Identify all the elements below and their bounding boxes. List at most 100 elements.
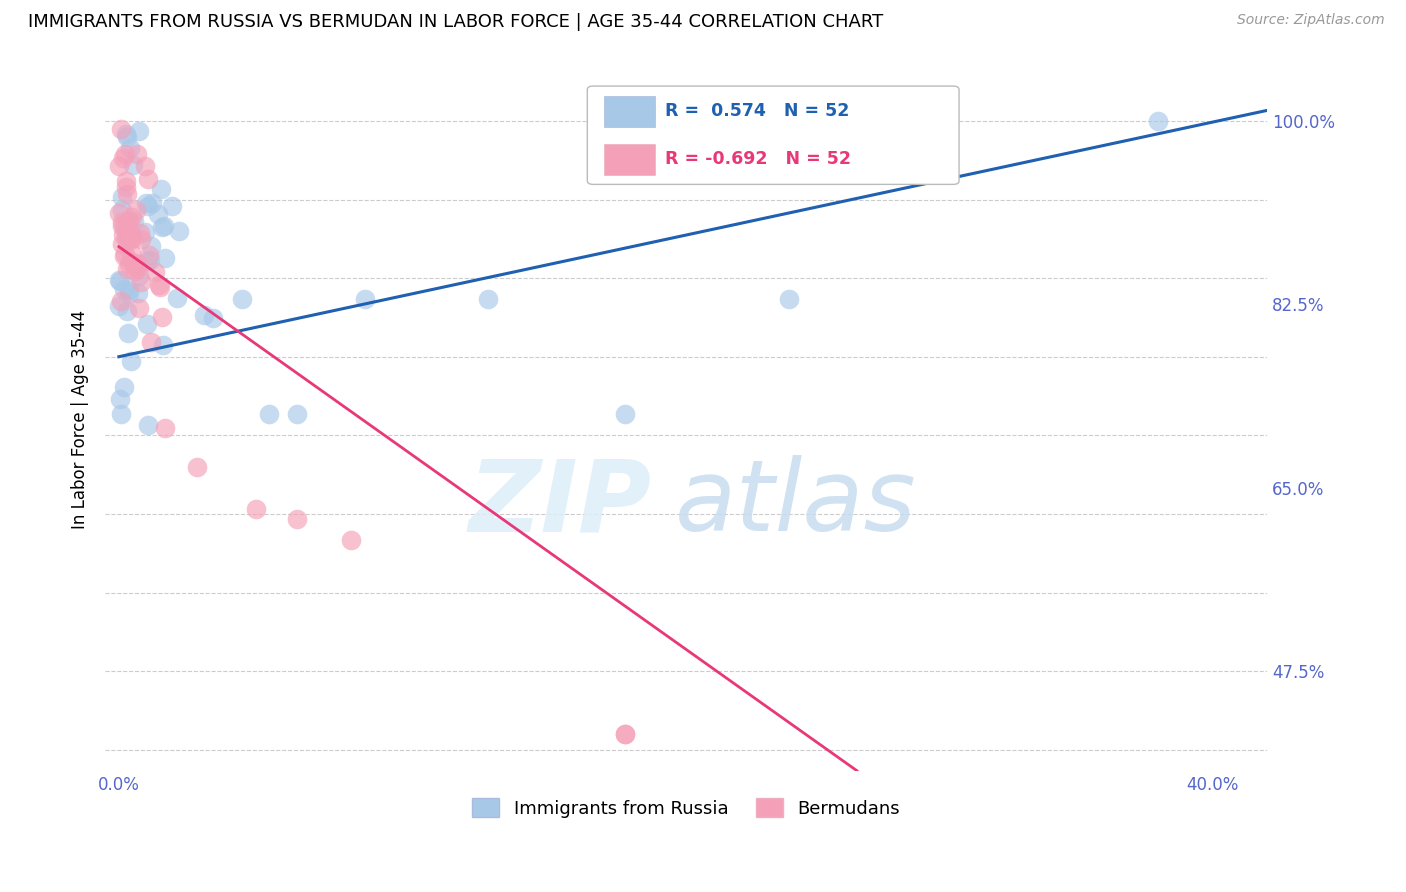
Point xyxy=(135,195,157,210)
Point xyxy=(162,199,184,213)
Point xyxy=(257,408,280,422)
Text: R = -0.692   N = 52: R = -0.692 N = 52 xyxy=(665,150,851,168)
Point xyxy=(127,257,149,271)
Point xyxy=(111,203,134,218)
Point xyxy=(115,216,138,230)
Point xyxy=(136,199,159,213)
FancyBboxPatch shape xyxy=(603,96,655,127)
Point xyxy=(127,286,149,301)
Point xyxy=(128,227,150,241)
Point xyxy=(111,236,134,251)
Point xyxy=(112,380,135,394)
Point xyxy=(613,408,636,422)
Point xyxy=(114,146,136,161)
Point xyxy=(613,727,636,741)
Point xyxy=(122,231,145,245)
Point xyxy=(354,292,377,306)
Point xyxy=(114,247,136,261)
Point xyxy=(125,202,148,217)
Point xyxy=(120,141,142,155)
Point xyxy=(135,317,157,331)
Point xyxy=(117,284,139,298)
Point xyxy=(143,265,166,279)
Point xyxy=(134,225,156,239)
Point xyxy=(128,301,150,315)
Point xyxy=(108,275,131,289)
Point xyxy=(138,248,160,262)
Point xyxy=(138,417,160,432)
Text: atlas: atlas xyxy=(675,456,917,552)
Point xyxy=(150,310,173,324)
Point xyxy=(111,151,134,165)
Point xyxy=(139,334,162,349)
Point xyxy=(148,278,170,293)
Point xyxy=(1146,114,1168,128)
Point xyxy=(108,159,131,173)
Point xyxy=(108,299,131,313)
Point xyxy=(115,127,138,141)
Point xyxy=(115,187,138,202)
Point xyxy=(155,421,177,435)
Point xyxy=(108,392,131,406)
Point xyxy=(141,239,163,253)
Point xyxy=(118,285,141,300)
Point xyxy=(124,264,146,278)
Point xyxy=(152,219,174,233)
Point xyxy=(146,207,169,221)
Point xyxy=(112,221,135,235)
Point xyxy=(136,171,159,186)
FancyBboxPatch shape xyxy=(603,144,655,175)
Point xyxy=(114,174,136,188)
Point xyxy=(115,180,138,194)
Point xyxy=(139,253,162,268)
Point xyxy=(115,234,138,248)
Point xyxy=(110,294,132,309)
Y-axis label: In Labor Force | Age 35-44: In Labor Force | Age 35-44 xyxy=(72,310,89,529)
Point xyxy=(152,338,174,352)
Point xyxy=(122,158,145,172)
Point xyxy=(129,232,152,246)
Point xyxy=(108,273,131,287)
Point xyxy=(128,124,150,138)
Point xyxy=(340,533,363,548)
Point xyxy=(127,260,149,275)
Point xyxy=(115,229,138,244)
Point xyxy=(166,292,188,306)
Point xyxy=(111,215,134,229)
Point xyxy=(127,147,149,161)
Point xyxy=(117,326,139,341)
Point xyxy=(120,227,142,242)
Point xyxy=(186,460,208,475)
Point xyxy=(285,408,308,422)
Point xyxy=(111,190,134,204)
Point xyxy=(117,262,139,277)
Point xyxy=(150,219,173,234)
Point xyxy=(149,279,172,293)
Point xyxy=(121,210,143,224)
Point xyxy=(202,310,225,325)
Point xyxy=(150,182,173,196)
Text: ZIP: ZIP xyxy=(468,456,651,552)
Point xyxy=(120,354,142,368)
Point xyxy=(117,257,139,271)
Point xyxy=(245,501,267,516)
Point xyxy=(285,512,308,526)
Point xyxy=(167,224,190,238)
Point xyxy=(122,258,145,272)
Point xyxy=(477,292,499,306)
Point xyxy=(108,206,131,220)
Point xyxy=(135,254,157,268)
Text: IMMIGRANTS FROM RUSSIA VS BERMUDAN IN LABOR FORCE | AGE 35-44 CORRELATION CHART: IMMIGRANTS FROM RUSSIA VS BERMUDAN IN LA… xyxy=(28,13,883,31)
Point xyxy=(115,303,138,318)
Point xyxy=(118,213,141,227)
Point xyxy=(129,275,152,289)
Point xyxy=(110,121,132,136)
Point xyxy=(115,130,138,145)
Point xyxy=(110,407,132,421)
Point xyxy=(120,245,142,260)
Point xyxy=(141,196,163,211)
Point xyxy=(613,727,636,741)
Point xyxy=(111,219,134,234)
FancyBboxPatch shape xyxy=(588,86,959,185)
Point xyxy=(112,282,135,296)
